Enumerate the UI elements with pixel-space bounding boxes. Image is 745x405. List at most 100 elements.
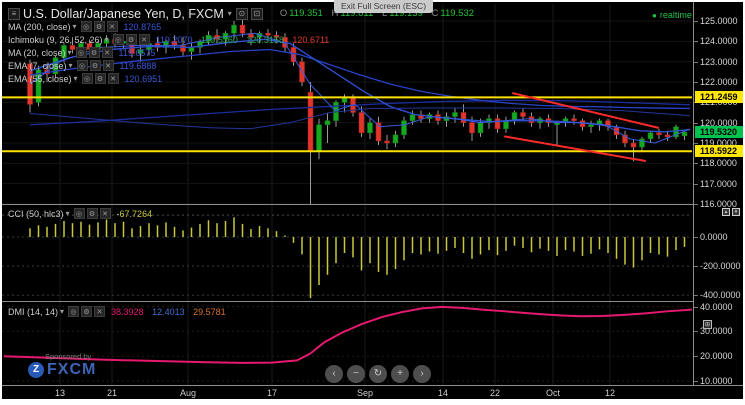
candle-up[interactable]: [486, 118, 492, 123]
candle-up[interactable]: [477, 122, 484, 134]
candle-up[interactable]: [137, 49, 144, 54]
candle-up[interactable]: [231, 24, 237, 34]
candle-up[interactable]: [401, 120, 407, 136]
candle-down[interactable]: [180, 45, 186, 52]
scroll-right-button[interactable]: ›: [413, 365, 431, 383]
reset-view-button[interactable]: ↻: [369, 365, 387, 383]
trendline[interactable]: [512, 92, 659, 129]
candle-down[interactable]: [358, 112, 365, 134]
chart-style-icon[interactable]: ⊙: [235, 7, 248, 20]
scroll-left-button[interactable]: ‹: [325, 365, 343, 383]
candle-down[interactable]: [656, 132, 662, 136]
candle-up[interactable]: [52, 57, 59, 75]
candle-down[interactable]: [307, 91, 314, 152]
candle-down[interactable]: [69, 45, 76, 50]
indicator-name[interactable]: MA (200, close): [8, 21, 71, 32]
chevron-down-icon[interactable]: ▾: [68, 61, 73, 70]
gear-icon[interactable]: ⚙: [89, 60, 101, 71]
candle-down[interactable]: [273, 35, 280, 38]
candle-down[interactable]: [460, 112, 467, 123]
candle-up[interactable]: [409, 114, 416, 121]
candle-down[interactable]: [375, 122, 382, 142]
close-icon[interactable]: ✕: [101, 47, 113, 58]
candle-down[interactable]: [622, 134, 628, 144]
chevron-down-icon[interactable]: ▾: [72, 22, 77, 31]
candle-up[interactable]: [103, 39, 110, 44]
chart-canvas[interactable]: [2, 2, 743, 399]
pane-expand-icon[interactable]: ⊞: [703, 320, 712, 329]
candle-up[interactable]: [205, 35, 212, 42]
candle-up[interactable]: [324, 120, 331, 125]
chevron-down-icon[interactable]: ▾: [60, 307, 65, 316]
candle-down[interactable]: [571, 118, 577, 121]
close-icon[interactable]: ✕: [99, 208, 111, 219]
candle-down[interactable]: [239, 24, 246, 34]
gear-icon[interactable]: ⚙: [81, 306, 93, 317]
chevron-down-icon[interactable]: ▾: [104, 35, 109, 44]
fxcm-logo-text[interactable]: FXCM: [47, 361, 97, 378]
price-axis[interactable]: 125.0000124.0000123.0000122.0000121.0000…: [693, 2, 743, 386]
candle-up[interactable]: [61, 45, 67, 58]
candle-up[interactable]: [452, 112, 458, 117]
indicator-name[interactable]: EMA (55, close): [8, 73, 72, 84]
candle-up[interactable]: [316, 124, 322, 152]
candle-down[interactable]: [469, 122, 475, 134]
symbol-title[interactable]: U.S. Dollar/Japanese Yen, D, FXCM: [23, 6, 224, 21]
pane-up-icon[interactable]: ▴: [722, 208, 730, 216]
indicator-name[interactable]: Ichimoku (9, 26, 52, 26): [8, 34, 103, 45]
gear-icon[interactable]: ⚙: [125, 34, 137, 45]
chevron-down-icon[interactable]: ▾: [227, 9, 232, 18]
pane-divider[interactable]: [2, 301, 743, 302]
candle-down[interactable]: [384, 140, 390, 144]
gear-icon[interactable]: ⚙: [88, 47, 100, 58]
indicator-name[interactable]: CCI (50, hlc3): [8, 208, 64, 219]
candle-down[interactable]: [520, 112, 526, 117]
menu-icon[interactable]: ≡: [8, 7, 20, 20]
candle-down[interactable]: [494, 118, 501, 130]
gear-icon[interactable]: ⚙: [86, 208, 98, 219]
indicator-name[interactable]: DMI (14, 14): [8, 306, 59, 317]
hide-icon[interactable]: ◎: [73, 208, 85, 219]
candle-down[interactable]: [265, 32, 271, 36]
trendline[interactable]: [504, 135, 646, 162]
candle-up[interactable]: [647, 132, 654, 140]
pane-divider[interactable]: [2, 204, 743, 205]
indicator-name[interactable]: MA (20, close): [8, 47, 66, 58]
time-axis[interactable]: 13 21 Aug 17 Sep 14 22 Oct 12: [2, 386, 743, 399]
close-icon[interactable]: ✕: [94, 306, 106, 317]
gear-icon[interactable]: ⚙: [94, 73, 106, 84]
candle-up[interactable]: [341, 98, 348, 103]
candle-up[interactable]: [367, 122, 373, 134]
hide-icon[interactable]: ◎: [80, 21, 92, 32]
hide-icon[interactable]: ◎: [75, 47, 87, 58]
close-icon[interactable]: ✕: [107, 73, 119, 84]
candle-down[interactable]: [418, 114, 424, 119]
candle-up[interactable]: [673, 126, 679, 138]
hide-icon[interactable]: ◎: [68, 306, 80, 317]
chevron-down-icon[interactable]: ▾: [73, 74, 78, 83]
candle-up[interactable]: [392, 134, 399, 144]
gear-icon[interactable]: ⚙: [93, 21, 105, 32]
chevron-down-icon[interactable]: ▾: [65, 209, 70, 218]
hide-icon[interactable]: ◎: [76, 60, 88, 71]
hide-icon[interactable]: ◎: [112, 34, 124, 45]
close-icon[interactable]: ✕: [138, 34, 150, 45]
hide-icon[interactable]: ◎: [81, 73, 93, 84]
candle-down[interactable]: [630, 142, 637, 148]
candle-up[interactable]: [35, 69, 42, 103]
close-icon[interactable]: ✕: [102, 60, 114, 71]
candle-up[interactable]: [639, 138, 645, 148]
zoom-in-button[interactable]: +: [391, 365, 409, 383]
candle-down[interactable]: [290, 47, 297, 62]
close-label: C: [431, 8, 439, 19]
candle-up[interactable]: [588, 124, 594, 127]
pane-down-icon[interactable]: ▾: [732, 208, 740, 216]
indicator-name[interactable]: EMA (7, close): [8, 60, 67, 71]
candle-up[interactable]: [681, 131, 688, 137]
candle-up[interactable]: [503, 120, 509, 130]
chevron-down-icon[interactable]: ▾: [67, 48, 72, 57]
compare-icon[interactable]: ⊡: [250, 7, 263, 20]
candle-down[interactable]: [664, 134, 671, 138]
close-icon[interactable]: ✕: [106, 21, 118, 32]
zoom-out-button[interactable]: −: [347, 365, 365, 383]
